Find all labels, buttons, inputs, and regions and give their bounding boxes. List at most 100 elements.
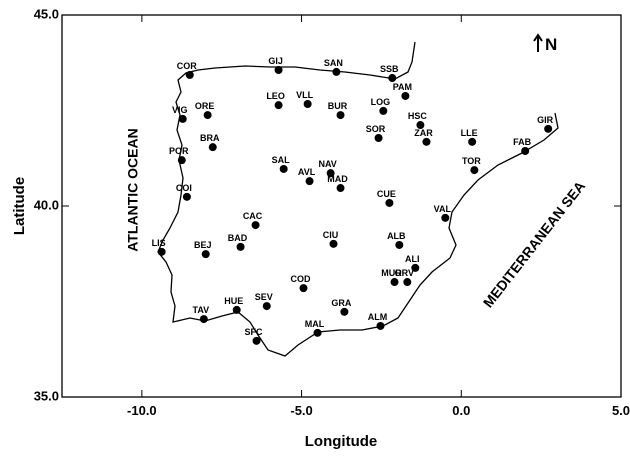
- station-label: ALI: [405, 254, 420, 264]
- station-label: TAV: [192, 305, 209, 315]
- station-point: [299, 284, 308, 293]
- station-label: ORE: [195, 101, 215, 111]
- station-point: [252, 336, 261, 345]
- station-point: [336, 111, 345, 120]
- station-label: BUR: [328, 101, 348, 111]
- station-label: LLE: [461, 128, 478, 138]
- station-label: COR: [177, 61, 198, 71]
- station-label: SAN: [324, 58, 343, 68]
- station-point: [199, 315, 208, 324]
- north-arrow: [533, 33, 543, 52]
- station-point: [521, 146, 530, 155]
- station-point: [403, 278, 412, 287]
- station-point: [279, 164, 288, 173]
- station-point: [251, 221, 260, 230]
- station-point: [332, 67, 341, 76]
- station-label: POR: [169, 146, 189, 156]
- station-label: MUR: [381, 268, 402, 278]
- station-point: [470, 166, 479, 175]
- station-label: COI: [176, 183, 192, 193]
- station-label: TOR: [462, 156, 481, 166]
- station-point: [157, 247, 166, 256]
- station-label: PAM: [393, 82, 412, 92]
- station-point: [236, 242, 245, 251]
- x-tick-label: 5.0: [612, 403, 630, 418]
- station-point: [203, 111, 212, 120]
- station-label: ALM: [368, 312, 388, 322]
- station-label: ZAR: [414, 128, 433, 138]
- station-label: LIS: [152, 238, 166, 248]
- x-axis-label: Longitude: [305, 433, 377, 450]
- station-label: SFC: [245, 327, 264, 337]
- station-point: [422, 137, 431, 146]
- coastline: [157, 41, 559, 357]
- station-point: [177, 156, 186, 165]
- station-point: [385, 198, 394, 207]
- station-label: AVL: [298, 167, 316, 177]
- station-label: BEJ: [194, 240, 212, 250]
- station-label: CUE: [377, 189, 396, 199]
- station-label: HSC: [408, 111, 428, 121]
- station-point: [390, 278, 399, 287]
- station-point: [182, 192, 191, 201]
- station-label: SOR: [366, 124, 386, 134]
- station-point: [376, 321, 385, 330]
- station-label: GRA: [331, 298, 352, 308]
- station-point: [468, 137, 477, 146]
- station-label: BRA: [200, 133, 220, 143]
- station-point: [441, 213, 450, 222]
- station-label: ALB: [387, 231, 406, 241]
- x-tick-label: -5.0: [290, 403, 312, 418]
- station-point: [274, 66, 283, 75]
- station-label: GIR: [537, 115, 554, 125]
- station-label: SSB: [380, 64, 399, 74]
- station-label: MAD: [327, 174, 348, 184]
- station-label: HUE: [224, 296, 243, 306]
- station-point: [305, 177, 314, 186]
- station-point: [185, 70, 194, 79]
- station-label: ORV: [395, 268, 414, 278]
- x-tick-label: -10.0: [127, 403, 157, 418]
- station-point: [326, 169, 335, 178]
- station-label: NAV: [318, 159, 336, 169]
- y-tick-label: 40.0: [34, 197, 59, 212]
- station-point: [411, 263, 420, 272]
- station-point: [303, 100, 312, 109]
- station-label: VAL: [434, 204, 452, 214]
- station-point: [329, 239, 338, 248]
- station-label: VLL: [296, 90, 314, 100]
- station-label: FAB: [513, 137, 532, 147]
- station-label: GIJ: [268, 56, 283, 66]
- station-point: [544, 124, 553, 133]
- station-point: [178, 114, 187, 123]
- y-tick-label: 35.0: [34, 388, 59, 403]
- station-point: [388, 74, 397, 83]
- y-tick-label: 45.0: [34, 6, 59, 21]
- station-label: LOG: [371, 97, 391, 107]
- sea-label: MEDITERRANEAN SEA: [480, 178, 588, 310]
- station-point: [374, 134, 383, 143]
- station-point: [274, 101, 283, 110]
- station-label: CAC: [243, 211, 263, 221]
- station-point: [401, 91, 410, 100]
- station-label: MAL: [305, 319, 325, 329]
- station-label: LEO: [266, 91, 285, 101]
- station-point: [201, 250, 210, 259]
- station-label: SAL: [272, 155, 291, 165]
- north-label: N: [545, 35, 557, 54]
- station-point: [395, 240, 404, 249]
- station-label: BAD: [228, 233, 248, 243]
- station-label: CIU: [323, 230, 339, 240]
- station-point: [416, 121, 425, 130]
- station-point: [379, 106, 388, 115]
- station-label: COD: [290, 274, 311, 284]
- ocean-label: ATLANTIC OCEAN: [125, 128, 141, 251]
- station-point: [313, 328, 322, 337]
- station-point: [208, 143, 217, 152]
- station-label: SEV: [255, 292, 273, 302]
- station-point: [232, 305, 241, 314]
- x-tick-label: 0.0: [452, 403, 470, 418]
- station-point: [262, 302, 271, 311]
- station-label: VIG: [172, 105, 188, 115]
